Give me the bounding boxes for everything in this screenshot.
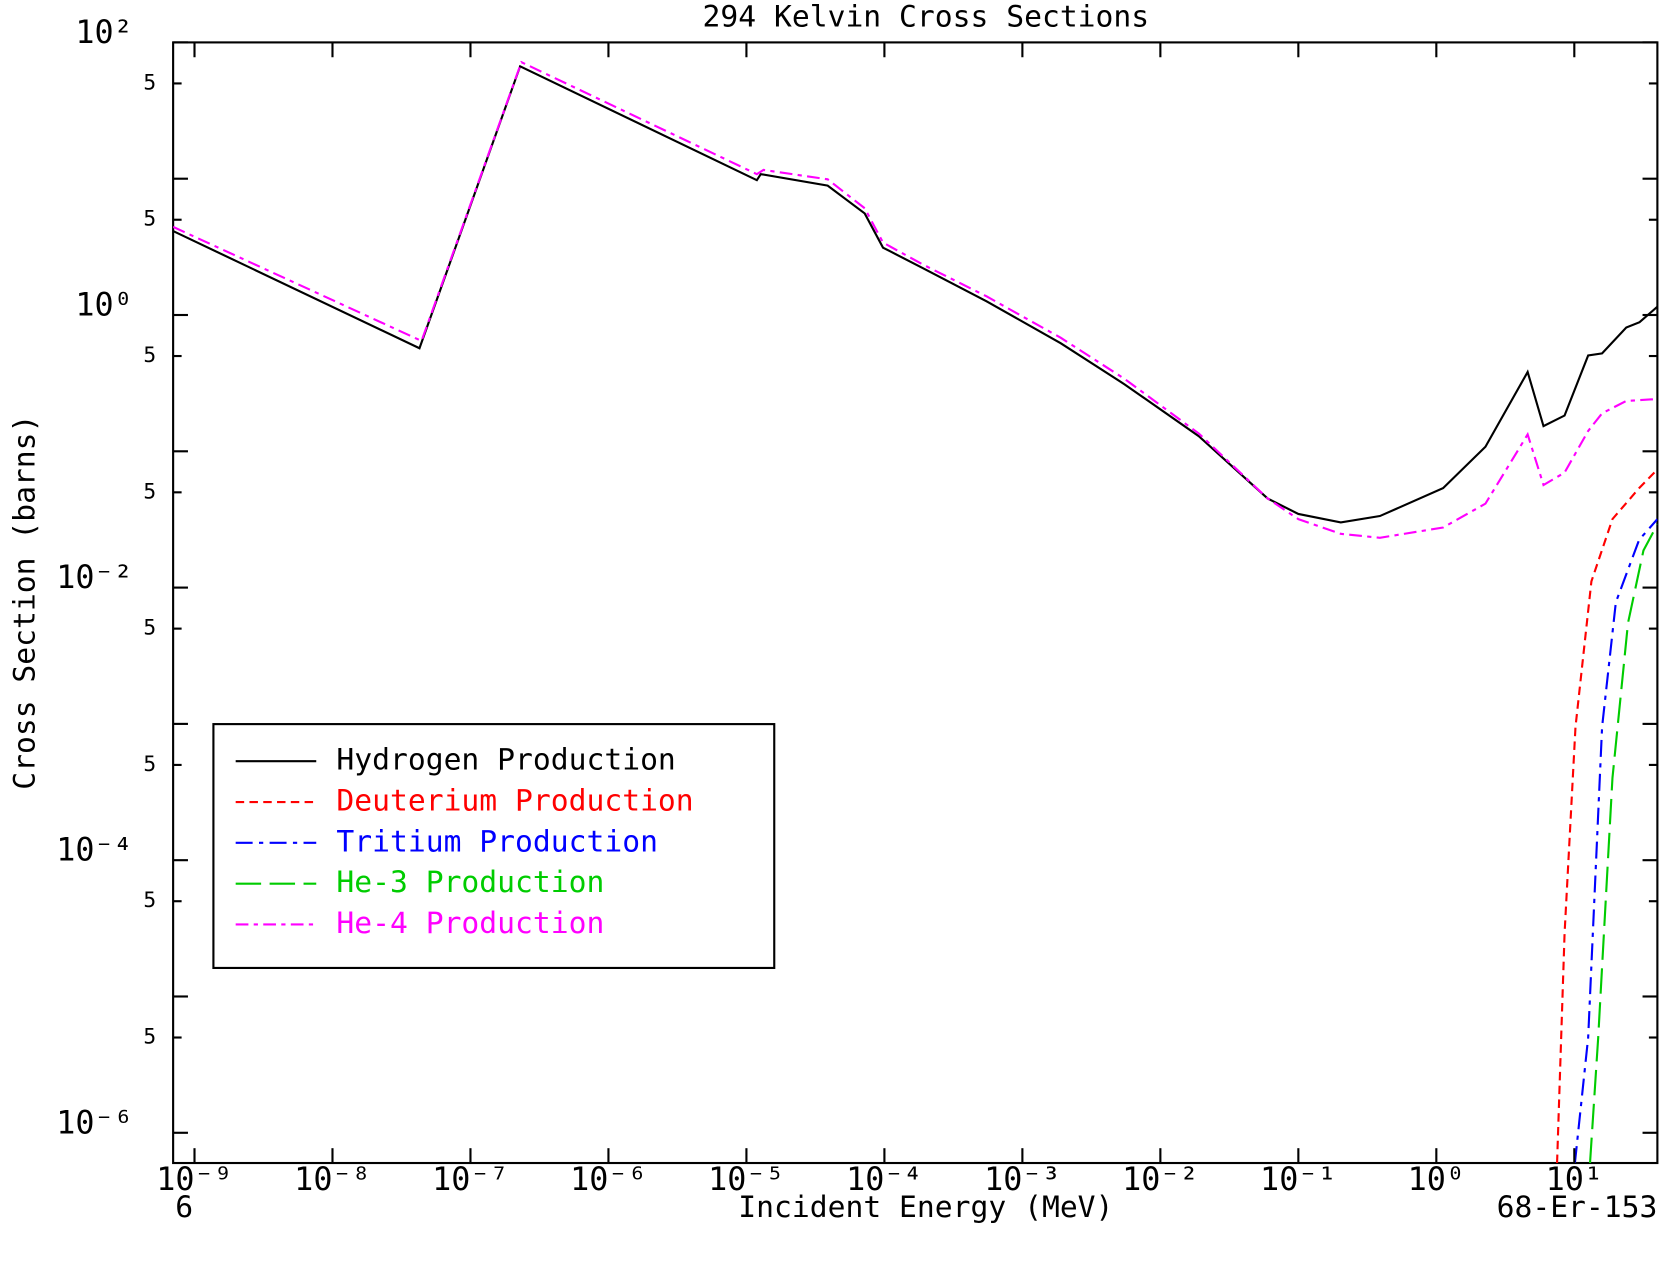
y-tick-label: 10⁻⁶: [56, 1104, 133, 1141]
series-line: [1573, 518, 1658, 1164]
y-tick-label: 5: [143, 615, 156, 640]
y-tick-label: 5: [143, 342, 156, 367]
x-tick-label: 10⁰: [1408, 1161, 1465, 1198]
y-tick-label: 5: [143, 206, 156, 231]
y-tick-label: 10⁻⁴: [56, 832, 133, 869]
legend-label: Hydrogen Production: [336, 742, 675, 777]
legend-label: He-4 Production: [336, 905, 604, 940]
y-tick-label: 5: [143, 1024, 156, 1049]
x-tick-label: 10¹: [1546, 1161, 1603, 1198]
x-tick-label: 10⁻⁷: [432, 1161, 509, 1198]
x-tick-label: 10⁻³: [984, 1161, 1061, 1198]
legend-label: He-3 Production: [336, 864, 604, 899]
legend-label: Tritium Production: [336, 823, 658, 858]
x-tick-label: 10⁻²: [1122, 1161, 1199, 1198]
x-tick-label: 10⁻⁵: [708, 1161, 785, 1198]
x-tick-label: 10⁻⁹: [156, 1161, 233, 1198]
x-tick-label: 10⁻⁶: [570, 1161, 647, 1198]
y-tick-label: 5: [143, 69, 156, 94]
corner-annotation: 6: [175, 1189, 193, 1224]
curves: [173, 60, 1658, 1164]
x-tick-label: 10⁻⁸: [294, 1161, 371, 1198]
y-tick-label: 5: [143, 887, 156, 912]
material-annotation: 68-Er-153: [1497, 1189, 1658, 1224]
legend-label: Deuterium Production: [336, 783, 693, 818]
y-tick-label: 5: [143, 751, 156, 776]
chart-title: 294 Kelvin Cross Sections: [703, 0, 1150, 34]
plot-frame: [172, 41, 1659, 1165]
y-tick-label: 10⁻²: [56, 559, 133, 596]
y-axis-label: Cross Section (barns): [6, 415, 41, 790]
x-tick-label: 10⁻¹: [1260, 1161, 1337, 1198]
x-axis-label: Incident Energy (MeV): [738, 1189, 1113, 1224]
series-line: [173, 60, 1658, 539]
x-tick-label: 10⁻⁴: [846, 1161, 923, 1198]
y-tick-label: 5: [143, 478, 156, 503]
y-tick-label: 10⁰: [75, 287, 132, 324]
legend-box: [212, 723, 776, 970]
series-line: [1556, 468, 1658, 1164]
series-line: [1588, 523, 1658, 1164]
y-tick-label: 10²: [75, 14, 132, 51]
series-line: [173, 64, 1658, 524]
